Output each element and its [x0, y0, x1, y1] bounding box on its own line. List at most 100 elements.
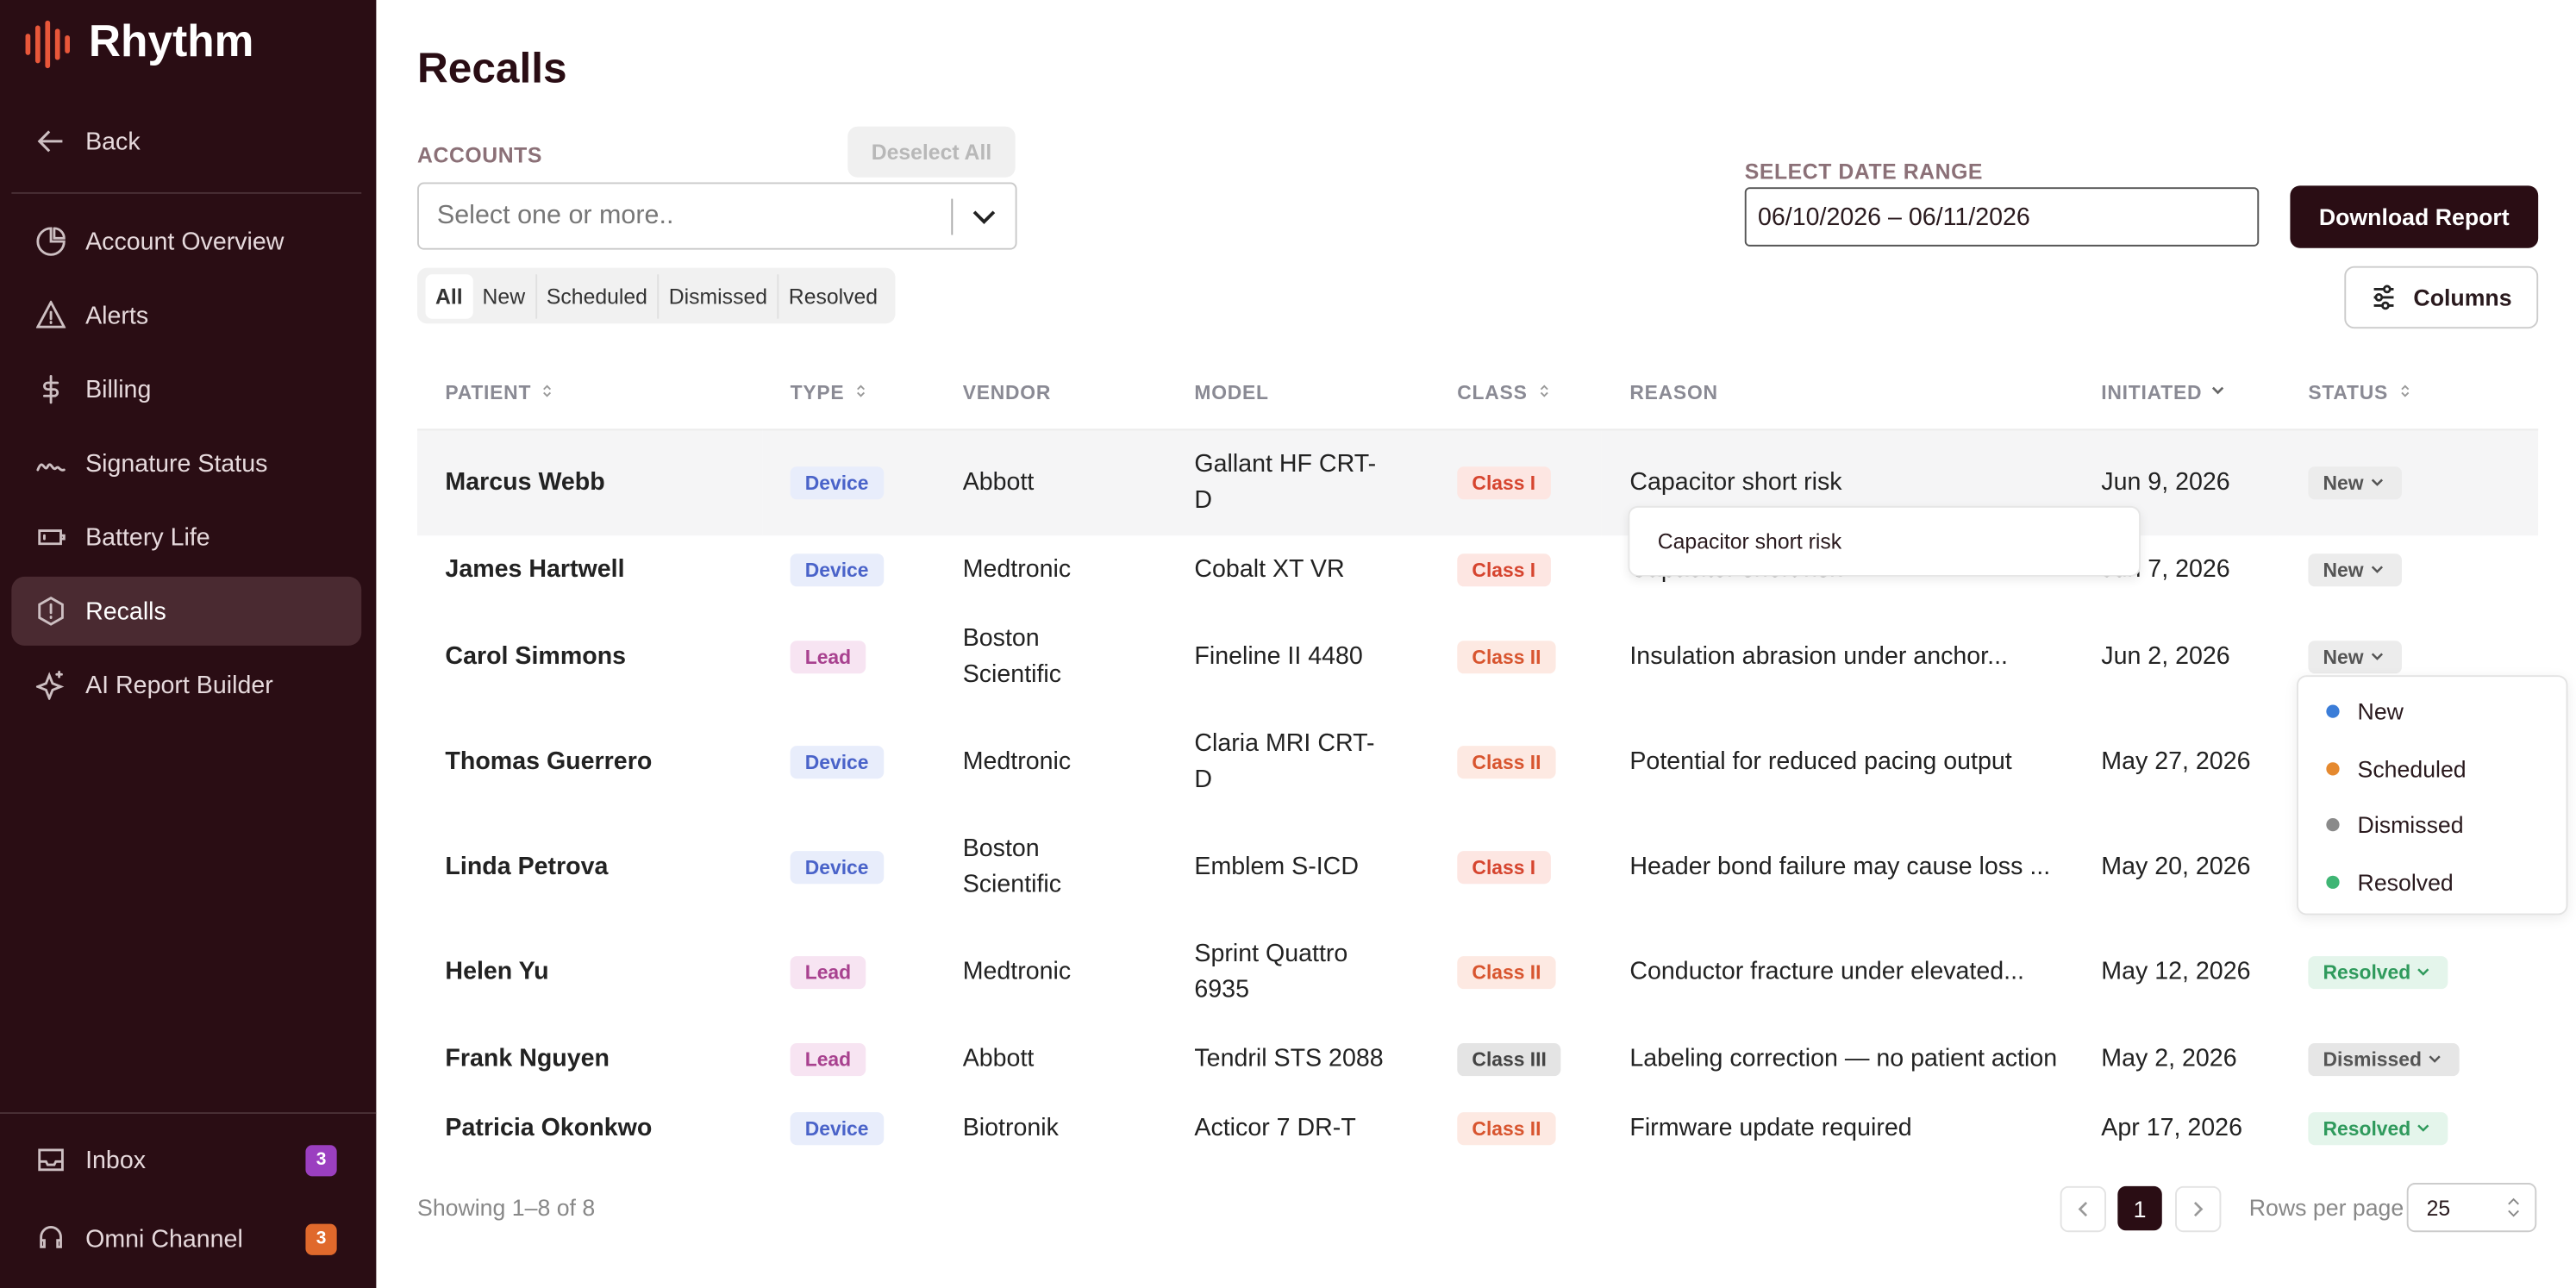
page-title: Recalls: [417, 42, 567, 92]
tooltip: Capacitor short risk: [1628, 505, 2141, 577]
table-row[interactable]: James Hartwell Device Medtronic Cobalt XT V…: [417, 535, 2538, 604]
column-label: STATUS: [2308, 381, 2389, 404]
tab[interactable]: Scheduled: [536, 273, 660, 318]
badge[interactable]: New: [2308, 641, 2402, 674]
tab[interactable]: Resolved: [788, 283, 878, 309]
initiated-cell: May 12, 2026: [2101, 957, 2251, 986]
column-header: REASON: [1601, 356, 2073, 431]
columns-button[interactable]: Columns: [2344, 266, 2539, 329]
tab[interactable]: Dismissed: [659, 273, 779, 318]
badge[interactable]: Resolved: [2308, 1112, 2449, 1146]
showing-text: Showing 1–8 of 8: [417, 1194, 596, 1221]
badge: Lead: [790, 641, 866, 674]
status-option-text: Scheduled: [2357, 755, 2467, 782]
badge[interactable]: Dismissed: [2308, 1043, 2460, 1077]
nav-item[interactable]: Battery Life: [11, 503, 361, 572]
table-row[interactable]: Helen Yu Lead Medtronic Sprint Quattro 6935…: [417, 920, 2538, 1025]
table-row[interactable]: Frank Nguyen Lead Abbott Tendril STS 2088 Cl…: [417, 1025, 2538, 1094]
accounts-select[interactable]: Select one or more..: [417, 182, 1017, 250]
select-placeholder: Select one or more..: [436, 201, 674, 229]
type-cell: Device: [762, 1094, 935, 1163]
status-cell: New: [2280, 429, 2538, 535]
date-input[interactable]: 06/10/2026 – 06/11/2026: [1744, 187, 2260, 247]
initiated-cell: Jun 2, 2026: [2101, 642, 2230, 671]
badge-text: Class II: [1472, 960, 1541, 985]
status-option[interactable]: New: [2298, 684, 2567, 741]
date-label: SELECT DATE RANGE: [1744, 159, 1984, 184]
select-separator: [951, 197, 953, 234]
nav-item[interactable]: Inbox 3: [11, 1125, 361, 1194]
status-option[interactable]: Scheduled: [2298, 740, 2567, 797]
model-cell: Acticor 7 DR-T: [1194, 1114, 1356, 1142]
initiated-cell: Jun 9, 2026: [2101, 468, 2230, 497]
header-row: PATIENT TYPE VENDOR MODEL CLASS REASON INITIAT…: [417, 356, 2539, 431]
badge[interactable]: New: [2308, 466, 2402, 500]
tab[interactable]: All: [425, 273, 473, 318]
badge-chevron: [2371, 653, 2383, 660]
table-row[interactable]: Marcus Webb Device Abbott Gallant HF CRT-D C…: [417, 429, 2539, 536]
status-dot: [2326, 704, 2340, 719]
tab[interactable]: New: [472, 273, 537, 318]
status-option[interactable]: Resolved: [2298, 853, 2567, 910]
rows-per-page-select[interactable]: 25: [2406, 1183, 2537, 1233]
column-label: REASON: [1629, 381, 1718, 404]
nav-item[interactable]: Recalls: [11, 576, 362, 646]
column-header[interactable]: STATUS: [2279, 356, 2539, 431]
prev-page[interactable]: [2060, 1185, 2106, 1233]
type-cell: Device: [762, 710, 935, 815]
nav-label: Omni Channel: [85, 1224, 243, 1254]
badge-text: New: [2323, 471, 2364, 495]
download-button[interactable]: Download Report: [2290, 185, 2539, 248]
column-header[interactable]: PATIENT: [417, 356, 763, 431]
status-option-text: Resolved: [2357, 868, 2454, 896]
type-cell: Lead: [762, 1025, 935, 1094]
table-row[interactable]: Thomas Guerrero Device Medtronic Claria MRI…: [417, 710, 2538, 815]
count-badge: 3: [305, 1222, 337, 1254]
nav-icon: [35, 300, 66, 328]
nav-icon: [43, 374, 59, 404]
nav-item[interactable]: AI Report Builder: [11, 651, 361, 720]
count-badge: 3: [305, 1144, 337, 1176]
column-header[interactable]: CLASS: [1429, 356, 1602, 431]
status-option[interactable]: Dismissed: [2298, 797, 2567, 853]
status-dot: [2326, 818, 2340, 832]
type-cell: Device: [762, 815, 935, 920]
initiated-cell: May 2, 2026: [2101, 1044, 2237, 1073]
select-arrows: [2508, 1197, 2519, 1217]
accounts-label: ACCOUNTS: [417, 142, 543, 168]
badge[interactable]: Resolved: [2308, 956, 2449, 990]
reason-cell: Potential for reduced pacing output: [1629, 747, 2012, 776]
badge: Device: [790, 746, 884, 779]
badge-text: Lead: [804, 1047, 852, 1072]
badge-text: Resolved: [2323, 960, 2411, 985]
brand: Rhythm: [88, 16, 254, 66]
column-header[interactable]: INITIATED: [2073, 356, 2280, 431]
column-header[interactable]: TYPE: [762, 356, 935, 431]
page-button[interactable]: 1: [2117, 1185, 2162, 1231]
back-link[interactable]: Back: [11, 107, 361, 176]
table-row[interactable]: Carol Simmons Lead Boston Scientific Fineli…: [417, 604, 2538, 710]
nav-item[interactable]: Signature Status: [11, 428, 361, 497]
badge[interactable]: New: [2308, 553, 2402, 587]
deselect-button[interactable]: Deselect All: [847, 126, 1016, 178]
nav-item[interactable]: Omni Channel 3: [11, 1204, 361, 1273]
column-label: INITIATED: [2101, 381, 2203, 404]
nav-label: Recalls: [85, 597, 166, 626]
nav-item[interactable]: Billing: [11, 355, 361, 424]
model-cell: Tendril STS 2088: [1194, 1044, 1384, 1073]
badge: Class III: [1457, 1043, 1562, 1077]
nav-item[interactable]: Alerts: [11, 281, 361, 350]
table-row[interactable]: Linda Petrova Device Boston Scientific Embl…: [417, 815, 2538, 920]
table-row[interactable]: Patricia Okonkwo Device Biotronik Acticor 7…: [417, 1094, 2538, 1163]
initiated-cell: May 20, 2026: [2101, 853, 2251, 881]
badge-text: Class I: [1472, 471, 1536, 495]
class-cell: Class I: [1429, 535, 1602, 604]
next-page[interactable]: [2175, 1185, 2222, 1233]
model-cell: Emblem S-ICD: [1194, 853, 1359, 881]
nav-icon: [38, 529, 66, 546]
badge-chevron: [2417, 1124, 2430, 1132]
nav-item[interactable]: Account Overview: [11, 207, 361, 276]
sidebar: Rhythm Back Account Overview Alerts Billin…: [0, 0, 377, 1288]
status-cell: Resolved: [2280, 1094, 2538, 1163]
